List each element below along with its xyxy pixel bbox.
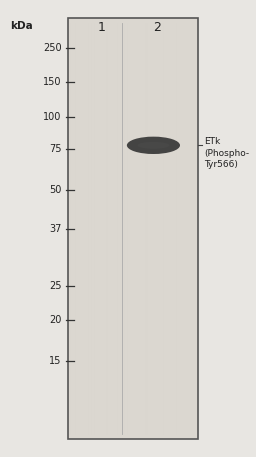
Text: 15: 15 [49, 356, 62, 366]
Text: 1: 1 [98, 21, 105, 33]
FancyBboxPatch shape [68, 18, 198, 439]
Text: 250: 250 [43, 43, 62, 53]
Text: 100: 100 [43, 112, 62, 122]
Text: 20: 20 [49, 315, 62, 325]
Text: 2: 2 [153, 21, 161, 33]
Text: kDa: kDa [10, 21, 33, 31]
Ellipse shape [137, 142, 169, 149]
Text: 25: 25 [49, 281, 62, 291]
Text: 50: 50 [49, 185, 62, 195]
Text: ETk
(Phospho-
Tyr566): ETk (Phospho- Tyr566) [204, 138, 249, 169]
Ellipse shape [127, 137, 180, 154]
Text: 75: 75 [49, 143, 62, 154]
Text: 150: 150 [43, 77, 62, 87]
Text: 37: 37 [49, 223, 62, 234]
